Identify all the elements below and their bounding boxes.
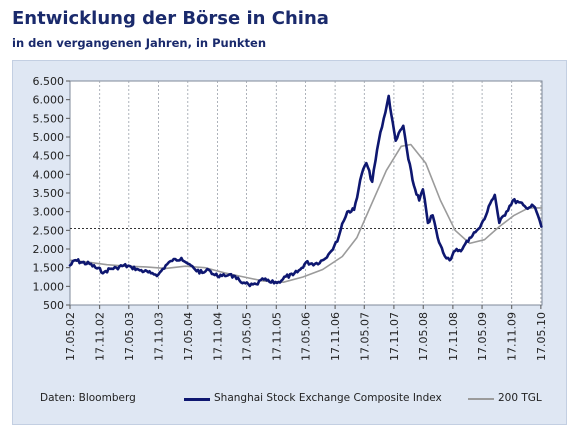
x-tick-label: 17.11.02 [94, 312, 107, 361]
y-tick-label: 3.500 [33, 187, 65, 200]
x-tick-label: 17.05.06 [299, 312, 312, 361]
chart-subtitle: in den vergangenen Jahren, in Punkten [12, 36, 267, 50]
legend-label-index: Shanghai Stock Exchange Composite Index [214, 392, 442, 404]
grid-layer [99, 81, 542, 305]
x-tick-label: 17.11.07 [388, 312, 401, 361]
x-tick-label: 17.05.03 [123, 312, 136, 361]
source-note: Daten: Bloomberg [40, 392, 136, 404]
y-tick-label: 4.000 [33, 168, 65, 181]
x-tick-label: 17.11.03 [153, 312, 166, 361]
y-tick-label: 1.500 [33, 262, 65, 275]
legend-label-ma: 200 TGL [498, 392, 542, 404]
chart-title: Entwicklung der Börse in China [12, 8, 329, 29]
y-tick-label: 5.000 [33, 131, 65, 144]
y-tick-label: 1.000 [33, 280, 65, 293]
y-tick-label: 6.000 [33, 94, 65, 107]
series-line-200-tgl [69, 143, 543, 283]
series-line-index [68, 94, 543, 288]
y-tick-label: 5.500 [33, 112, 65, 125]
legend-swatch-index [184, 398, 210, 401]
x-tick-label: 17.05.10 [535, 312, 548, 361]
x-tick-label: 17.11.06 [329, 312, 342, 361]
x-tick-label: 17.05.08 [417, 312, 430, 361]
legend-swatch-ma [468, 398, 494, 400]
y-tick-label: 4.500 [33, 150, 65, 163]
x-tick-label: 17.11.04 [211, 312, 224, 361]
x-tick-label: 17.05.02 [64, 312, 77, 361]
x-tick-label: 17.05.07 [358, 312, 371, 361]
x-tick-label: 17.05.04 [182, 312, 195, 361]
y-tick-label: 2.000 [33, 243, 65, 256]
y-tick-label: 3.000 [33, 206, 65, 219]
x-tick-label: 17.05.05 [241, 312, 254, 361]
x-tick-label: 17.11.08 [447, 312, 460, 361]
x-tick-label: 17.11.09 [506, 312, 519, 361]
y-tick-label: 500 [43, 299, 64, 312]
y-tick-label: 6.500 [33, 75, 65, 88]
y-tick-label: 2.500 [33, 224, 65, 237]
x-tick-label: 17.11.05 [270, 312, 283, 361]
x-tick-label: 17.05.09 [476, 312, 489, 361]
series-layer [68, 94, 543, 288]
y-axis: 500 1.000 1.500 2.000 2.500 3.000 3.500 4.000 4.… [33, 75, 70, 312]
x-axis: 17.05.02 17.11.02 17.05.03 17.11.03 17.05.04… [64, 305, 548, 361]
